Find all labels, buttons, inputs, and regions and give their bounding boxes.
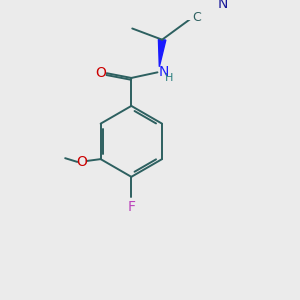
Polygon shape [158, 39, 166, 67]
Text: O: O [76, 155, 87, 169]
Text: H: H [164, 73, 173, 83]
Text: C: C [192, 11, 201, 24]
Text: O: O [95, 66, 106, 80]
Text: N: N [218, 0, 229, 11]
Text: N: N [158, 65, 169, 79]
Text: F: F [127, 200, 135, 214]
